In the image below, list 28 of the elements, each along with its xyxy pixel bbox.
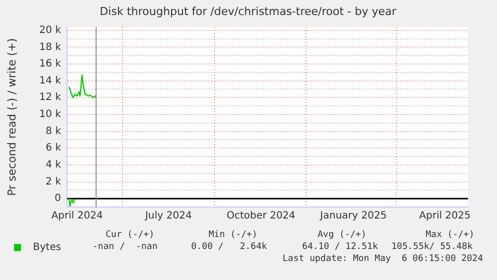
text: Cur (-/+) [106,230,154,240]
text: 105.55k/ 55.48k [391,242,473,252]
y-tick-label: 8 k [46,126,62,137]
x-tick-label: January 2025 [319,210,387,222]
y-tick-label: 4 k [46,160,62,171]
x-tick-label: October 2024 [226,210,296,222]
text: Last update: Mon May 6 06:15:00 2024 [282,254,483,264]
text: 64.10 / 12.51k [302,242,378,252]
text: Max (-/+) [426,230,474,240]
y-tick-label: 0 [54,193,61,204]
legend-label: Bytes [33,242,62,253]
y-tick-label: 6 k [46,142,62,154]
y-tick-label: 10 k [39,109,62,120]
x-tick-label: July 2024 [144,210,192,222]
text: Min (-/+) [208,230,258,240]
y-tick-label: 14 k [39,75,62,86]
y-tick-label: 12 k [39,92,62,104]
y-tick-label: 20 k [39,24,62,36]
y-tick-label: 2 k [46,176,62,188]
y-tick-label: 16 k [39,58,62,70]
text: Avg (-/+) [318,230,366,240]
text: -nan / -nan [92,242,158,252]
text: 0.00 / 2.64k [191,242,267,252]
chart-title: Disk throughput for /dev/christmas-tree/root - by year [100,4,397,18]
y-tick-label: 18 k [39,42,62,53]
y-axis-title: Pr second read (-) / write (+) [5,38,18,196]
x-tick-label: April 2025 [419,210,471,222]
x-tick-label: April 2024 [51,210,103,222]
